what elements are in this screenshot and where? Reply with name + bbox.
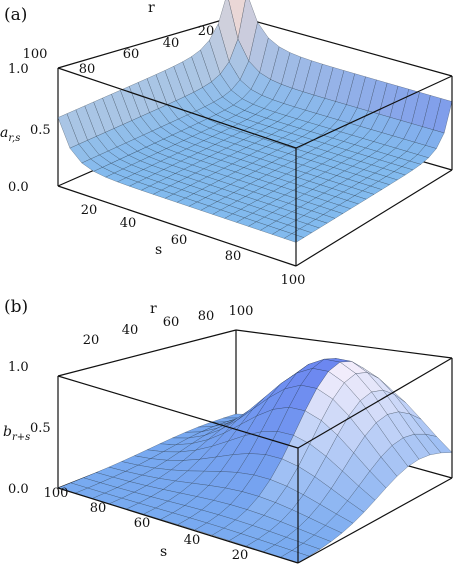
panel-b-label: (b) <box>4 297 28 317</box>
b-tick-label: 1.0 <box>8 360 29 375</box>
a-tick-label: 100 <box>281 273 306 288</box>
b-tick-label: 80 <box>90 501 107 516</box>
b-tick-label: 20 <box>232 548 249 563</box>
b-back-edge <box>235 329 453 359</box>
panel-a-z-label: ar,s <box>0 125 20 144</box>
a-tick-label: 100 <box>23 47 48 62</box>
panel-b-s-label: s <box>160 544 167 560</box>
b-tick-label: 0.0 <box>8 482 29 497</box>
panel-a-label: (a) <box>4 5 27 25</box>
panel-b-front-box <box>57 357 453 564</box>
a-front-edge <box>57 67 297 149</box>
a-tick-label: 80 <box>79 62 96 77</box>
a-tick-label: 40 <box>163 36 180 51</box>
panel-a-s-label: s <box>155 242 162 258</box>
panel-b-z-label: br+s <box>3 424 30 443</box>
b-front-edge <box>297 477 453 564</box>
panel-a-ticks: 100 80 60 40 20 20 40 60 80 100 0.0 0.5 1.0 <box>8 24 305 288</box>
b-tick-label: 80 <box>198 309 215 324</box>
b-front-edge <box>57 375 299 449</box>
a-front-edge <box>295 169 453 267</box>
b-tick-label: 40 <box>184 533 201 548</box>
panel-b-surface <box>57 358 453 563</box>
a-back-edge <box>57 15 237 69</box>
b-tick-label: 100 <box>229 304 254 319</box>
a-tick-label: 60 <box>171 233 188 248</box>
panel-a-surface <box>57 0 453 243</box>
a-surface-cell <box>283 233 305 243</box>
panel-a-r-label: r <box>148 0 155 16</box>
b-tick-label: 60 <box>163 315 180 330</box>
a-tick-label: 20 <box>198 24 215 39</box>
a-tick-label: 60 <box>123 47 140 62</box>
b-front-edge <box>297 357 453 449</box>
panel-b-ticks: 20 40 60 80 100 100 80 60 40 20 0.0 0.5 1.0 <box>8 304 253 563</box>
a-back-edge <box>235 15 453 77</box>
b-tick-label: 0.5 <box>30 421 51 436</box>
panel-a-front-box <box>57 67 453 267</box>
b-front-edge <box>57 487 299 564</box>
b-back-edge <box>57 329 237 377</box>
b-tick-label: 60 <box>134 516 151 531</box>
a-tick-label: 0.0 <box>8 180 29 195</box>
a-front-edge <box>295 75 453 149</box>
b-tick-label: 20 <box>83 333 100 348</box>
panel-b-r-label: r <box>150 301 157 317</box>
a-tick-label: 1.0 <box>8 62 29 77</box>
b-tick-label: 40 <box>122 323 139 338</box>
a-tick-label: 80 <box>225 249 242 264</box>
a-front-edge <box>57 185 297 267</box>
a-tick-label: 40 <box>120 216 137 231</box>
b-tick-label: 100 <box>44 486 69 501</box>
a-tick-label: 0.5 <box>30 123 51 138</box>
a-tick-label: 20 <box>81 203 98 218</box>
